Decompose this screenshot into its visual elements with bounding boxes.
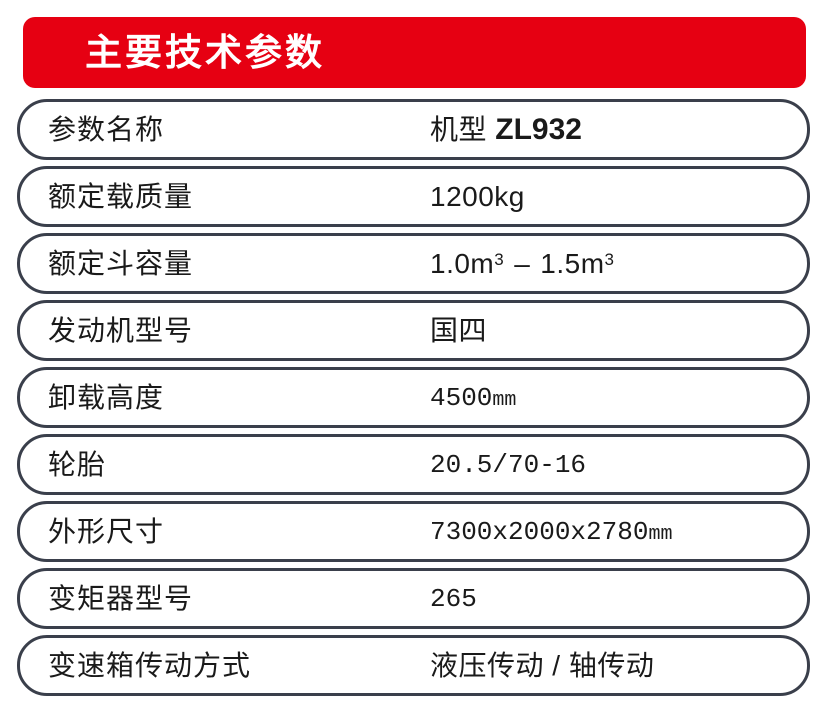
spec-label: 变矩器型号 xyxy=(48,582,194,614)
section-header-banner: 主要技术参数 xyxy=(23,17,806,88)
spec-value-number: 7300x2000x2780 xyxy=(430,516,649,547)
spec-value-number: 4500 xyxy=(430,382,493,413)
spec-value-max: 1.5m xyxy=(540,247,605,279)
spec-value: 7300x2000x2780mm xyxy=(430,519,807,545)
spec-label: 参数名称 xyxy=(48,113,165,145)
table-row: 变矩器型号 265 xyxy=(17,568,810,629)
spec-value: 1200kg xyxy=(430,180,525,212)
spec-value-max-exponent: 3 xyxy=(604,249,615,269)
spec-value: 4500mm xyxy=(430,385,807,411)
spec-label: 发动机型号 xyxy=(48,314,194,346)
spec-label: 额定斗容量 xyxy=(48,247,194,279)
table-row: 额定载质量 1200kg xyxy=(17,166,810,227)
spec-value: 机型 ZL932 xyxy=(430,112,807,146)
spec-value-min: 1.0m xyxy=(430,247,495,279)
spec-label: 额定载质量 xyxy=(48,180,194,212)
spec-value-model: ZL932 xyxy=(495,112,582,146)
spec-label: 轮胎 xyxy=(48,448,107,480)
spec-table: 参数名称 机型 ZL932 额定载质量 1200kg 额定斗容量 1.0m3–1… xyxy=(17,99,810,696)
spec-value: 20.5/70-16 xyxy=(430,449,587,480)
spec-value-prefix: 机型 xyxy=(430,113,496,145)
spec-label: 变速箱传动方式 xyxy=(48,649,252,681)
spec-value: 265 xyxy=(430,583,477,614)
spec-value-unit: mm xyxy=(648,522,673,546)
table-row: 发动机型号 国四 xyxy=(17,300,810,361)
table-row: 卸载高度 4500mm xyxy=(17,367,810,428)
table-row: 轮胎 20.5/70-16 xyxy=(17,434,810,495)
table-row: 变速箱传动方式 液压传动 / 轴传动 xyxy=(17,635,810,696)
spec-value: 国四 xyxy=(430,314,488,346)
spec-value: 液压传动 / 轴传动 xyxy=(430,649,655,681)
spec-label: 外形尺寸 xyxy=(48,515,165,547)
spec-value-range-separator: – xyxy=(514,247,531,279)
table-row: 外形尺寸 7300x2000x2780mm xyxy=(17,501,810,562)
spec-value-unit: mm xyxy=(492,388,517,412)
table-row: 参数名称 机型 ZL932 xyxy=(17,99,810,160)
spec-value: 1.0m3–1.5m3 xyxy=(430,247,807,279)
page-title: 主要技术参数 xyxy=(85,32,325,73)
table-row: 额定斗容量 1.0m3–1.5m3 xyxy=(17,233,810,294)
spec-value-min-exponent: 3 xyxy=(494,249,505,269)
spec-label: 卸载高度 xyxy=(48,381,165,413)
